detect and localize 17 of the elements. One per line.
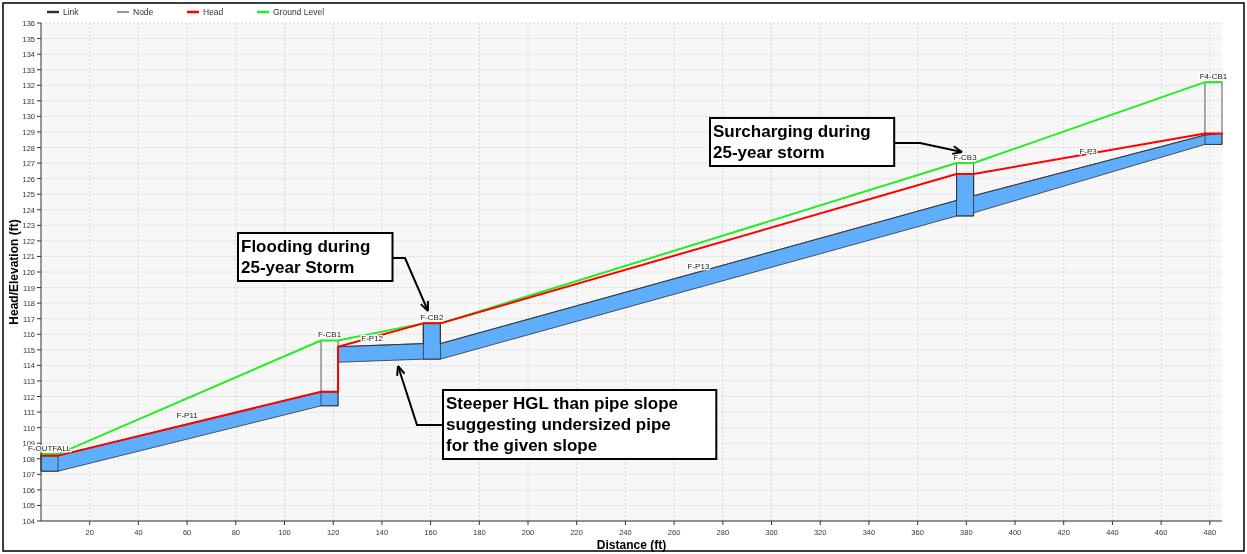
annotation: F-CB2 [420,313,444,323]
annotation: Surcharging during 25-year storm [713,122,871,162]
bar [956,162,975,217]
annotation: F-CB3 [953,153,978,163]
annotation: F4-CB1 [1199,72,1228,82]
annotation: Steeper HGL than pipe slope suggesting undersized pipe for the given slope [446,394,679,455]
x-axis-title: Distance (ft) [596,538,667,552]
legend-label: Ground Level [273,7,325,17]
annotation: F-OUTFALL [27,444,72,454]
legend-label: Head [203,7,224,17]
legend-label: Link [63,7,80,17]
legend-label: Node [133,7,154,17]
annotation: Flooding during 25-year Storm [241,237,371,277]
annotation: F-P11 [176,411,199,421]
annotation: F-CB1 [317,330,342,340]
y-axis-title: Head/Elevation (ft) [7,219,21,325]
annotation: F-P13 [687,262,710,271]
